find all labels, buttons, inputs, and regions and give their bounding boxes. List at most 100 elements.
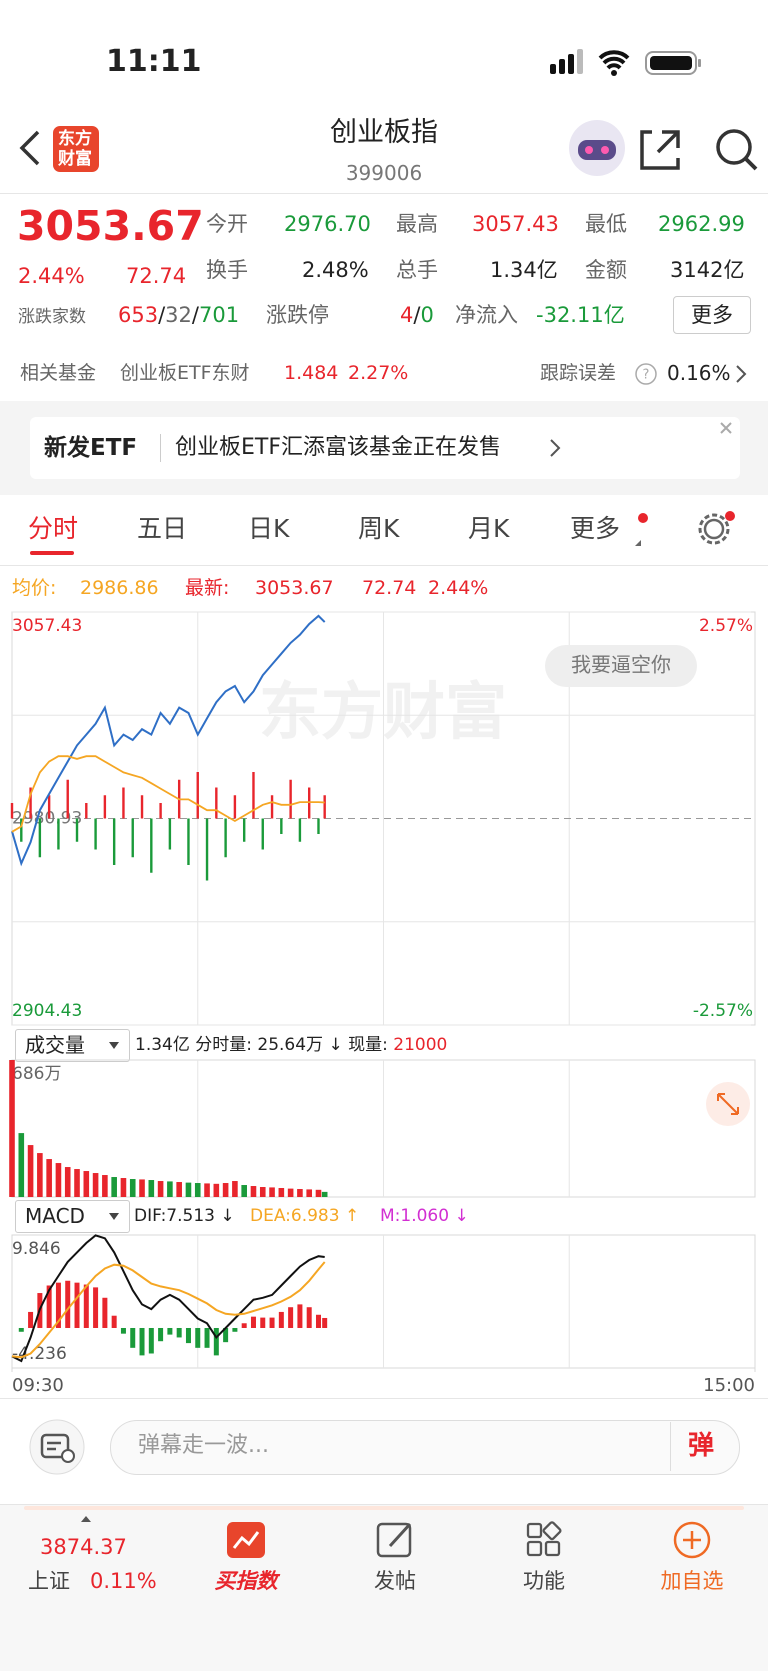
volume-info: 1.34亿 分时量: 25.64万 ↓ 现量: 21000 [135, 1030, 447, 1060]
price: 3053.67 [17, 202, 204, 250]
tab[interactable]: 日K [248, 514, 290, 543]
tab[interactable]: 分时 [28, 514, 79, 543]
volume-bar [111, 1177, 117, 1197]
nav-item[interactable]: 功能 [523, 1569, 565, 1593]
flow-bar [20, 818, 23, 842]
banner-divider [160, 434, 161, 462]
inflow: -32.11亿 [536, 303, 625, 327]
fund-pct: 2.27% [348, 362, 409, 384]
danmaku-input[interactable] [110, 1420, 740, 1475]
macd-bar [232, 1327, 238, 1332]
back-button[interactable] [14, 128, 44, 168]
volume-bar [297, 1189, 303, 1197]
expand-button[interactable] [706, 1082, 750, 1126]
y-tick-label: 2980.93 [12, 809, 82, 829]
divider [0, 565, 768, 566]
volume-bar [92, 1173, 99, 1197]
tab[interactable]: 五日 [137, 514, 188, 543]
watermark: 东方财富 [259, 675, 507, 748]
flow-bar [196, 772, 199, 819]
flow-bar [242, 818, 246, 842]
tab[interactable]: 周K [358, 514, 400, 543]
index-name: 上证 [28, 1569, 70, 1593]
tab-underline [30, 551, 74, 555]
flow-bar [215, 787, 218, 819]
volume-bar [83, 1171, 90, 1197]
macd-bar [306, 1307, 312, 1328]
nav-accent [24, 1506, 744, 1510]
x-tick-label: 15:00 [703, 1375, 755, 1396]
volume-bar [194, 1183, 201, 1197]
danmaku-settings[interactable] [28, 1418, 88, 1478]
fund-name[interactable]: 创业板ETF东财 [120, 362, 250, 384]
flow-bar [323, 795, 326, 819]
macd-bar [297, 1304, 303, 1328]
close-banner[interactable] [716, 418, 736, 438]
volume-bar [18, 1133, 25, 1197]
help-icon[interactable]: ? [634, 362, 658, 386]
up-arrow [81, 1516, 91, 1522]
macd-bar [139, 1327, 145, 1356]
tab[interactable]: 月K [468, 514, 510, 543]
more-button[interactable]: 更多 [673, 296, 751, 334]
flow-bar [38, 818, 42, 858]
volume-selector[interactable]: 成交量 [15, 1029, 130, 1062]
macd-selector[interactable]: MACD [15, 1200, 130, 1233]
volume-bar [278, 1188, 285, 1197]
volume-bar [148, 1180, 155, 1197]
latest-change: 72.74 [362, 577, 417, 599]
header-actions[interactable] [566, 118, 762, 180]
sep: / [191, 303, 199, 327]
macd-bar [315, 1314, 321, 1328]
nav-item[interactable]: 发帖 [374, 1569, 416, 1593]
field-value: 3142亿 [670, 258, 745, 282]
danmaku-placeholder: 弹幕走一波... [138, 1433, 269, 1458]
volume-bar [64, 1167, 71, 1197]
volume-bar [55, 1163, 62, 1197]
flow-bar [280, 818, 283, 834]
field-label: 今开 [206, 212, 248, 236]
macd-bar [55, 1282, 61, 1328]
macd-bar [83, 1284, 89, 1328]
flow-bar [131, 818, 134, 858]
field-label: 总手 [396, 258, 438, 282]
volume-bar [37, 1153, 43, 1197]
flow-bar [47, 795, 51, 819]
tab[interactable]: 更多 [570, 514, 621, 543]
flow-bar [66, 779, 69, 819]
field-label: 金额 [585, 258, 627, 282]
volume-bar [157, 1181, 164, 1197]
fund-price: 1.484 [284, 362, 339, 384]
y2-tick-label: -2.57% [693, 1001, 753, 1021]
breadth-down: 701 [198, 303, 240, 327]
volume-bar [129, 1179, 136, 1197]
nav-item[interactable]: 买指数 [214, 1569, 278, 1593]
breadth-flat: 32 [165, 303, 192, 327]
flow-bar [140, 795, 144, 819]
selector-text: 成交量 [25, 1033, 85, 1057]
field-value: 3057.43 [472, 212, 559, 236]
danmaku-button[interactable]: 弹 [688, 1431, 715, 1461]
change-pct: 2.44% [18, 264, 85, 288]
flow-bar [252, 772, 255, 819]
dif-label: DIF:7.513 ↓ [134, 1206, 235, 1226]
code: 399006 [345, 161, 423, 185]
svg-text:?: ? [643, 368, 650, 383]
flow-bar [270, 795, 274, 819]
overlay-button [545, 645, 697, 687]
flow-bar [289, 779, 292, 819]
volume-bar [185, 1182, 192, 1197]
nav-item[interactable]: 加自选 [660, 1569, 724, 1593]
volume-current: 21000 [393, 1035, 448, 1055]
tab-icons[interactable] [630, 508, 740, 552]
breadth: 653/32/701 [118, 300, 239, 330]
divider [0, 1398, 768, 1399]
macd-bar [223, 1327, 229, 1343]
index-value[interactable]: 3874.37 [40, 1535, 127, 1559]
macd-bar [241, 1323, 247, 1328]
logo[interactable]: 东方财富 [53, 126, 99, 172]
banner[interactable] [30, 417, 740, 479]
dropdown [109, 1042, 119, 1049]
latest-label: 最新: [185, 577, 230, 599]
